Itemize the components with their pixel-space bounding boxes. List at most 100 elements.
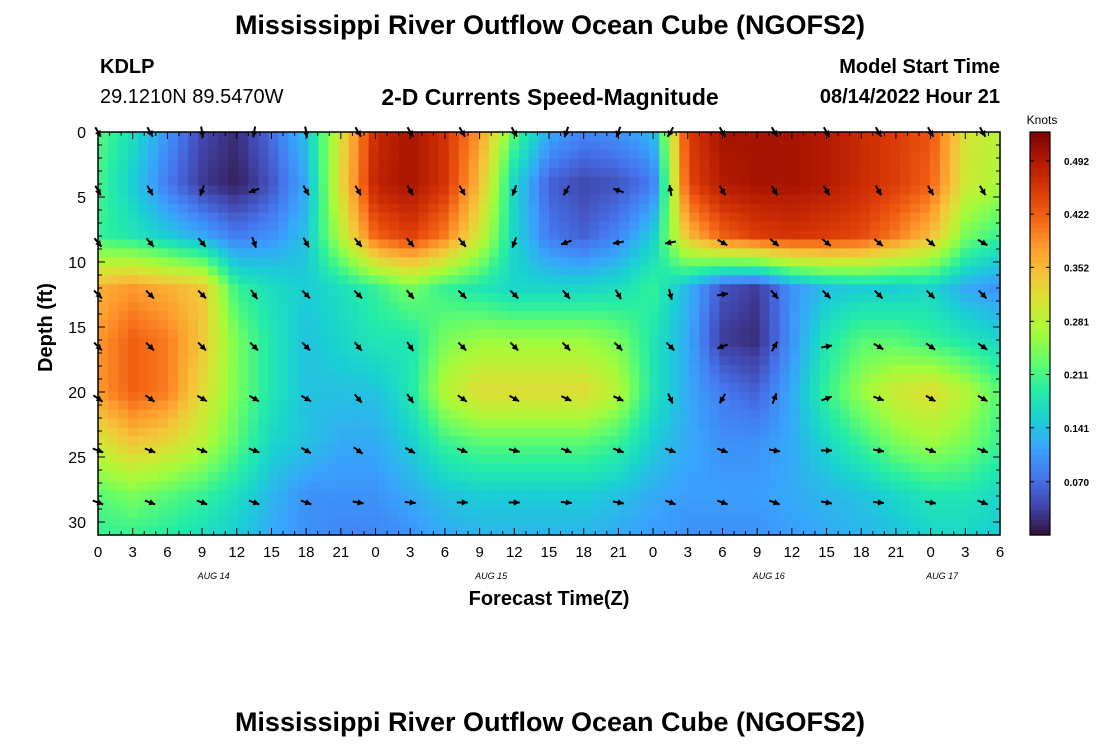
heatmap-cell	[939, 454, 951, 464]
heatmap-cell	[178, 302, 189, 312]
heatmap-cell	[759, 526, 771, 536]
heatmap-cell	[599, 382, 610, 393]
heatmap-cell	[468, 490, 480, 500]
heatmap-cell	[278, 248, 290, 258]
heatmap-cell	[729, 346, 741, 357]
heatmap-cell	[629, 391, 640, 402]
heatmap-cell	[308, 320, 320, 330]
heatmap-cell	[528, 418, 540, 429]
heatmap-cell	[559, 382, 570, 393]
heatmap-cell	[709, 409, 720, 420]
heatmap-cell	[378, 149, 390, 160]
current-vector-arrow	[301, 341, 311, 352]
heatmap-cell	[338, 140, 350, 151]
heatmap-cell	[118, 266, 129, 276]
heatmap-cell	[569, 203, 580, 214]
heatmap-cell	[909, 203, 921, 214]
heatmap-cell	[799, 400, 811, 411]
heatmap-cell	[358, 418, 370, 429]
heatmap-cell	[278, 418, 290, 429]
heatmap-cell	[919, 257, 931, 267]
heatmap-cell	[829, 454, 841, 464]
heatmap-cell	[438, 248, 450, 258]
heatmap-cell	[629, 337, 640, 348]
heatmap-cell	[138, 149, 149, 160]
heatmap-cell	[599, 517, 610, 527]
heatmap-cell	[839, 508, 851, 518]
heatmap-cell	[278, 311, 290, 321]
colorbar-segment	[1030, 378, 1050, 385]
heatmap-cell	[138, 463, 149, 473]
heatmap-cell	[148, 382, 159, 393]
heatmap-cell	[128, 364, 139, 375]
heatmap-cell	[989, 284, 1001, 294]
heatmap-cell	[378, 346, 390, 357]
heatmap-cell	[559, 409, 570, 420]
heatmap-cell	[218, 185, 229, 196]
colorbar-segment	[1030, 388, 1050, 395]
heatmap-cell	[919, 185, 931, 196]
heatmap-cell	[438, 185, 450, 196]
heatmap-cell	[729, 463, 741, 473]
heatmap-cell	[398, 436, 410, 447]
heatmap-cell	[108, 454, 119, 464]
heatmap-cell	[488, 517, 500, 527]
heatmap-cell	[268, 391, 279, 402]
heatmap-cell	[799, 248, 811, 258]
heatmap-cell	[699, 239, 710, 250]
heatmap-cell	[669, 508, 680, 518]
heatmap-cell	[358, 337, 370, 348]
x-tick-label: 15	[818, 544, 835, 561]
heatmap-cell	[629, 302, 640, 312]
heatmap-cell	[328, 167, 340, 178]
heatmap-cell	[228, 221, 239, 232]
heatmap-cell	[348, 463, 360, 473]
heatmap-cell	[899, 526, 911, 536]
heatmap-cell	[989, 221, 1001, 232]
heatmap-cell	[929, 176, 941, 187]
heatmap-cell	[579, 346, 590, 357]
heatmap-cell	[358, 302, 370, 312]
heatmap-cell	[418, 194, 430, 205]
heatmap-cell	[478, 472, 490, 482]
heatmap-cell	[208, 221, 219, 232]
heatmap-cell	[368, 445, 380, 455]
heatmap-cell	[248, 158, 259, 169]
heatmap-cell	[258, 364, 269, 375]
heatmap-cell	[538, 275, 550, 285]
heatmap-cell	[759, 436, 771, 447]
heatmap-cell	[839, 320, 851, 330]
heatmap-cell	[579, 373, 590, 384]
heatmap-cell	[348, 194, 360, 205]
heatmap-cell	[709, 445, 720, 455]
heatmap-cell	[498, 355, 510, 366]
heatmap-cell	[859, 203, 871, 214]
heatmap-cell	[639, 132, 650, 142]
heatmap-cell	[168, 203, 179, 214]
heatmap-cell	[809, 526, 821, 536]
heatmap-cell	[979, 203, 991, 214]
heatmap-cell	[318, 293, 330, 303]
heatmap-cell	[749, 212, 761, 223]
heatmap-cell	[819, 463, 831, 473]
heatmap-cell	[528, 454, 540, 464]
heatmap-cell	[478, 293, 490, 303]
heatmap-cell	[478, 364, 490, 375]
heatmap-cell	[278, 149, 290, 160]
heatmap-cell	[839, 176, 851, 187]
heatmap-cell	[348, 329, 360, 339]
heatmap-cell	[559, 499, 570, 509]
heatmap-cell	[789, 221, 801, 232]
heatmap-cell	[368, 302, 380, 312]
heatmap-cell	[138, 427, 149, 438]
heatmap-cell	[749, 463, 761, 473]
heatmap-cell	[869, 508, 881, 518]
heatmap-cell	[208, 302, 219, 312]
heatmap-cell	[168, 337, 179, 348]
heatmap-cell	[849, 176, 861, 187]
heatmap-cell	[759, 167, 771, 178]
heatmap-cell	[839, 329, 851, 339]
heatmap-cell	[268, 382, 279, 393]
heatmap-cell	[128, 481, 139, 491]
colorbar-segment	[1030, 207, 1050, 214]
